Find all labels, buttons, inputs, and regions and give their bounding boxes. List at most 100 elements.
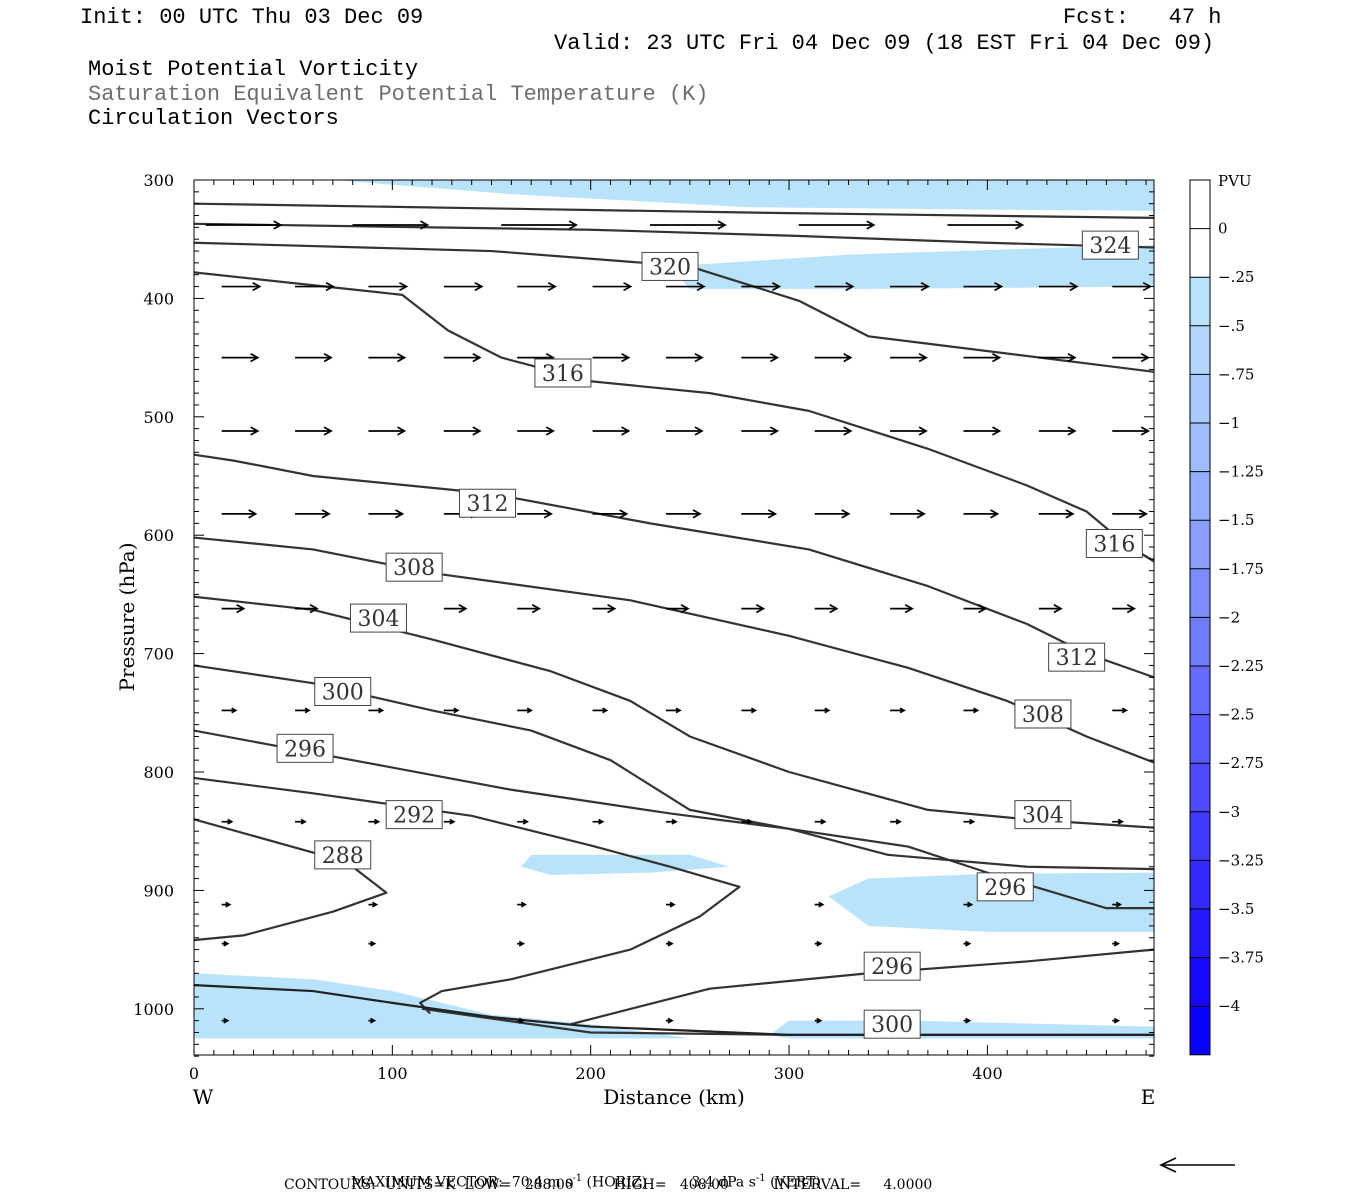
contour-label: 312 — [459, 488, 517, 518]
contour-label-text: 304 — [1022, 804, 1064, 829]
vector-head — [526, 707, 533, 714]
vector-head — [818, 901, 825, 908]
vector-head — [568, 220, 578, 230]
vector-head — [458, 604, 468, 614]
vector-head — [378, 707, 385, 714]
vector-head — [717, 220, 727, 230]
contour-label-text: 292 — [393, 804, 435, 829]
vector-head — [965, 1017, 972, 1024]
vector-head — [746, 818, 754, 825]
vector-head — [321, 509, 331, 519]
vector-head — [1117, 818, 1125, 825]
contour-label-box — [1048, 642, 1106, 672]
vector-head — [843, 353, 853, 363]
vector-head — [543, 509, 553, 519]
vector-head — [518, 1017, 525, 1024]
vector-head — [767, 509, 778, 519]
colorbar-tick-label: −2.25 — [1218, 657, 1264, 675]
contour-label-text: 304 — [357, 607, 399, 632]
vector-head — [474, 281, 484, 292]
plot-frame — [193, 179, 1155, 1056]
vector-head — [1140, 426, 1151, 436]
isentrope-line — [193, 536, 1155, 764]
colorbar-swatch — [1190, 423, 1210, 472]
y-tick-label: 700 — [143, 645, 174, 664]
vector-head — [671, 818, 678, 825]
mpv-region — [670, 245, 1154, 289]
y-tick-label: 300 — [143, 171, 174, 190]
contour-label-text: 296 — [871, 955, 913, 980]
vector-head — [225, 901, 232, 908]
colorbar-swatch — [1190, 763, 1210, 812]
vector-head — [273, 220, 283, 230]
contour-label: 296 — [863, 951, 921, 981]
vector-head — [252, 281, 262, 292]
colorbar-swatch — [1190, 277, 1210, 326]
east-label: E — [1141, 1085, 1156, 1109]
vector-head — [829, 604, 839, 614]
vector-head — [621, 426, 631, 436]
vector-head — [395, 509, 405, 519]
vector-head — [545, 426, 555, 436]
colorbar-swatch — [1190, 228, 1210, 278]
vector-head — [692, 509, 702, 519]
vector-head — [250, 353, 260, 363]
vector-head — [227, 818, 234, 825]
contour-label-text: 316 — [1093, 532, 1135, 557]
vector-head — [1015, 220, 1025, 230]
contour-label-text: 320 — [649, 255, 691, 280]
unit-superscript: -1 — [572, 1173, 583, 1184]
vector-head — [547, 281, 557, 292]
vector-head — [895, 818, 902, 825]
colorbar-tick-label: −3.25 — [1218, 851, 1264, 869]
colorbar-tick-label: 0 — [1218, 220, 1228, 238]
vector-head — [420, 220, 430, 230]
contour-label-text: 312 — [467, 492, 509, 517]
mpv-region — [194, 973, 690, 1039]
colorbar-swatch — [1190, 957, 1210, 1007]
vector-head — [973, 707, 980, 714]
vector-head — [518, 940, 525, 947]
colorbar-swatch — [1190, 909, 1210, 958]
vector-head — [694, 426, 704, 436]
y-tick-label: 600 — [143, 526, 174, 545]
contour-label-box — [1014, 699, 1072, 729]
contour-label-box — [863, 951, 921, 981]
mpv-region — [332, 180, 1154, 211]
vector-head — [675, 707, 682, 714]
vector-head — [769, 353, 780, 363]
vector-head — [223, 1017, 230, 1024]
vector-head — [1113, 1017, 1121, 1024]
unit-superscript: -1 — [755, 1173, 766, 1184]
contour-label-text: 296 — [984, 876, 1026, 901]
y-tick-label: 800 — [143, 763, 174, 782]
contour-label: 324 — [1081, 230, 1139, 260]
contour-label-text: 288 — [322, 844, 364, 869]
contour-label-text: 308 — [1022, 703, 1064, 728]
x-axis-label: Distance (km) — [603, 1085, 745, 1109]
vector-head — [397, 353, 407, 363]
contour-label: 304 — [1014, 800, 1072, 830]
isentrope-line — [193, 595, 1155, 829]
colorbar-tick-label: −.5 — [1218, 317, 1245, 335]
contour-label: 308 — [1014, 699, 1072, 729]
x-tick-label: 100 — [377, 1064, 408, 1083]
contour-label: 292 — [385, 800, 443, 830]
vector-head — [1121, 707, 1129, 714]
vector-head — [771, 281, 782, 292]
isentrope-line — [193, 222, 1155, 249]
vector-head — [969, 818, 976, 825]
contour-label-text: 300 — [322, 680, 364, 705]
contour-label: 300 — [314, 676, 372, 706]
contour-label: 300 — [863, 1009, 921, 1039]
terrain-surface-line — [193, 984, 1154, 1036]
vector-head — [1069, 281, 1079, 292]
contour-label-text: 300 — [871, 1013, 913, 1038]
vector-head — [1067, 426, 1077, 436]
vector-head — [845, 281, 855, 292]
contour-label-text: 296 — [284, 737, 326, 762]
contour-label-layer: 324 320 316 316 312 312 308 308 304 304 300 300 296 2… — [276, 230, 1143, 1039]
contour-label: 288 — [314, 840, 372, 870]
vector-head — [397, 426, 407, 436]
